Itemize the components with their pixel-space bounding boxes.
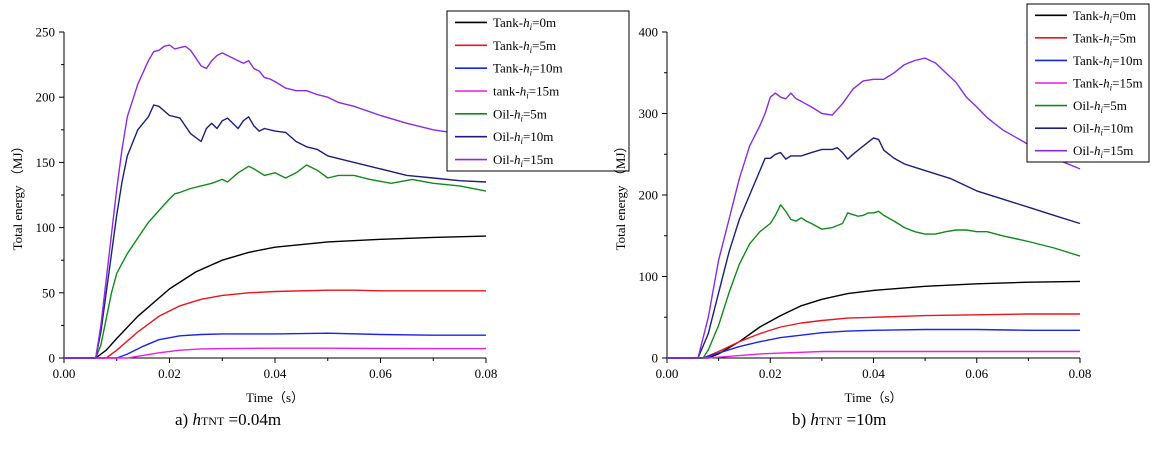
series-line-4 <box>64 347 486 359</box>
y-tick-label: 400 <box>639 25 659 40</box>
caption-a-value: =0.04m <box>224 410 282 429</box>
x-tick-label: 0.04 <box>264 366 287 381</box>
series-line-7 <box>667 57 1081 359</box>
y-tick-label: 300 <box>639 106 659 121</box>
x-tick-label: 0.00 <box>656 366 679 381</box>
x-tick-label: 0.02 <box>759 366 782 381</box>
series-line-6 <box>64 104 487 359</box>
legend-entry: Tank-hi=15m <box>1073 76 1143 93</box>
series-line-4 <box>667 350 1080 359</box>
caption-b: b) hTNT =10m <box>792 410 886 430</box>
legend: Tank-hi=0m Tank-hi=5m Tank-hi=10m Tank-hi=1… <box>1026 3 1150 163</box>
caption-a-label: a) <box>175 410 193 429</box>
legend-entry: Oil-hi=15m <box>1073 143 1133 160</box>
legend-entry: Oil-hi=10m <box>493 129 553 146</box>
y-tick-label: 100 <box>36 220 56 235</box>
chart-b: 0.00 0.02 0.04 0.06 0.08 0 100 200 300 400 Time（s）… <box>613 3 1150 405</box>
caption-b-value: =10m <box>842 410 887 429</box>
y-tick-label: 0 <box>49 351 56 366</box>
legend-entry: Tank-hi=10m <box>1073 53 1143 70</box>
x-tick-label: 0.06 <box>369 366 392 381</box>
legend: Tank-hi=0m Tank-hi=5m Tank-hi=10m tank-hi=1… <box>446 10 630 172</box>
legend-entry: Tank-hi=5m <box>1073 30 1136 47</box>
x-tick-label: 0.06 <box>965 366 988 381</box>
y-tick-label: 200 <box>639 188 659 203</box>
y-tick-label: 150 <box>36 155 56 170</box>
series-line-3 <box>64 332 486 359</box>
x-tick-label: 0.08 <box>1069 366 1092 381</box>
y-tick-label: 200 <box>36 90 56 105</box>
series-line-3 <box>667 328 1080 359</box>
legend-entry: Oil-hi=10m <box>1073 121 1133 138</box>
legend-entry: tank-hi=15m <box>493 84 559 101</box>
legend-entry: Tank-hi=0m <box>1073 8 1136 25</box>
series-line-2 <box>64 289 486 359</box>
x-axis-label: Time（s） <box>844 390 902 405</box>
legend-entry: Tank-hi=5m <box>493 38 556 55</box>
x-axis-label: Time（s） <box>246 390 304 405</box>
series-line-7 <box>64 44 487 359</box>
y-axis-label: Total energy （MJ） <box>10 140 25 251</box>
series-line-6 <box>667 137 1081 359</box>
x-tick-label: 0.04 <box>862 366 885 381</box>
y-tick-label: 250 <box>36 25 56 40</box>
caption-a: a) hTNT =0.04m <box>175 410 281 430</box>
chart-a: 0.00 0.02 0.04 0.06 0.08 0 50 100 150 200 250 Time（… <box>10 10 630 405</box>
series-line-2 <box>667 313 1080 359</box>
x-tick-label: 0.08 <box>475 366 498 381</box>
caption-a-var: h <box>192 410 201 429</box>
series-line-5 <box>64 164 487 359</box>
x-tick-label: 0.00 <box>53 366 76 381</box>
legend-entry: Tank-hi=0m <box>493 15 556 32</box>
series-line-5 <box>667 204 1081 359</box>
x-tick-label: 0.02 <box>158 366 181 381</box>
y-axis-label: Total energy （MJ） <box>613 140 628 251</box>
legend-entry: Oil-hi=5m <box>493 106 547 123</box>
caption-b-label: b) <box>792 410 811 429</box>
legend-entry: Oil-hi=5m <box>1073 98 1127 115</box>
legend-entry: Oil-hi=15m <box>493 152 553 169</box>
y-tick-label: 50 <box>42 285 55 300</box>
caption-b-sub: TNT <box>818 414 843 428</box>
legend-entry: Tank-hi=10m <box>493 61 563 78</box>
caption-a-sub: TNT <box>200 414 225 428</box>
series-line-1 <box>64 235 487 359</box>
caption-b-var: h <box>810 410 819 429</box>
y-tick-label: 0 <box>652 351 659 366</box>
y-tick-label: 100 <box>639 269 659 284</box>
